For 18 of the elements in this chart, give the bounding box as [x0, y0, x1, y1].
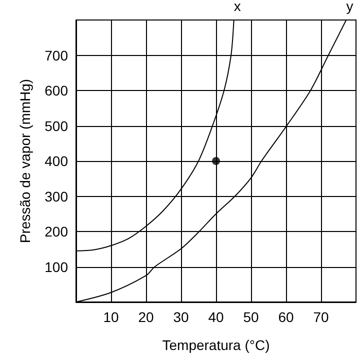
- y-tick-label: 600: [44, 82, 68, 98]
- x-tick-label: 70: [313, 309, 329, 325]
- x-tick-label: 30: [173, 309, 189, 325]
- y-axis-title: Pressão de vapor (mmHg): [17, 78, 33, 244]
- y-tick-label: 100: [44, 258, 68, 275]
- x-tick-label: 40: [208, 309, 224, 325]
- series-label: y: [346, 0, 354, 14]
- x-tick-label: 10: [103, 309, 119, 325]
- y-tick-label: 400: [44, 153, 68, 169]
- series-label: x: [234, 0, 241, 14]
- y-tick-label: 200: [44, 224, 68, 240]
- x-tick-label: 50: [243, 309, 259, 325]
- y-tick-label: 300: [44, 188, 68, 204]
- x-tick-label: 20: [138, 309, 154, 325]
- y-tick-label: 700: [44, 47, 68, 64]
- y-tick-label: 500: [44, 118, 68, 134]
- x-tick-label: 60: [278, 309, 294, 325]
- x-axis-title: Temperatura (°C): [162, 337, 270, 353]
